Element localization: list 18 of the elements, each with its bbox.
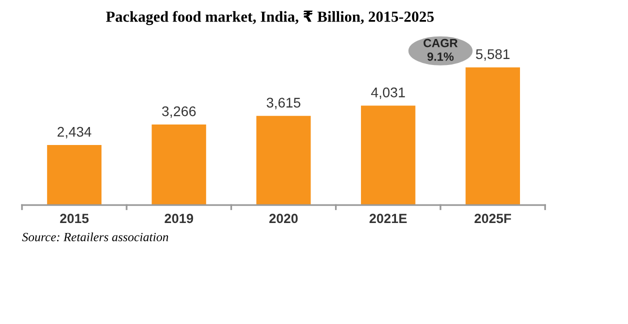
bar [360, 106, 416, 206]
data-label: 4,031 [371, 88, 405, 99]
x-tick-label: 2020 [269, 214, 298, 224]
chart-title: Packaged food market, India, ₹ Billion, 2015-2025 [106, 10, 434, 26]
x-tick-label: 2019 [164, 214, 194, 224]
bar [256, 116, 311, 206]
x-tick-label: 2025F [474, 214, 512, 224]
source-note: Source: Retailers association [22, 232, 168, 242]
x-tick-label: 2021E [370, 214, 407, 224]
bar [152, 124, 206, 206]
text: CAGR 9.1% [424, 38, 458, 61]
data-label: 2,434 [58, 126, 92, 138]
bar [466, 67, 520, 206]
x-tick-label: 2015 [60, 214, 89, 224]
data-label: 3,615 [266, 98, 300, 110]
bar [47, 145, 102, 206]
data-label: 5,581 [476, 49, 510, 61]
data-label: 3,266 [162, 106, 196, 118]
